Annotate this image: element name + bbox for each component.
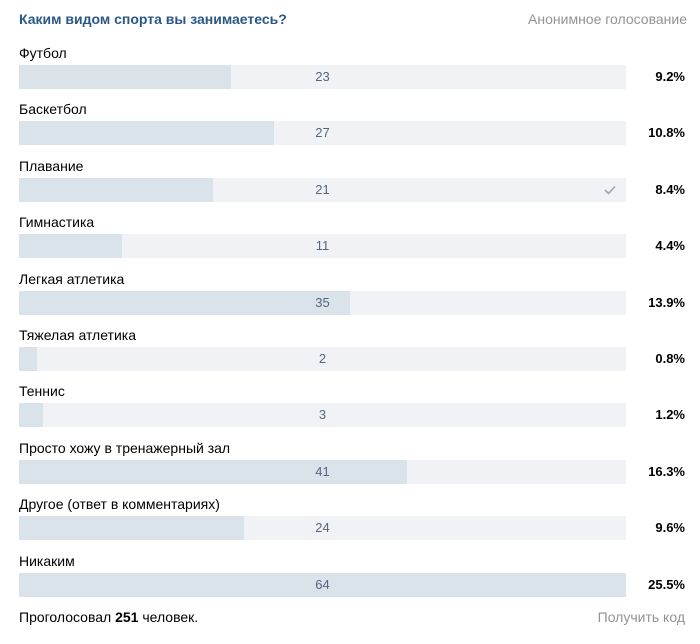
poll-option[interactable]: Футбол 23 9.2% — [19, 45, 687, 95]
poll-option-label: Тяжелая атлетика — [19, 327, 136, 343]
poll-option[interactable]: Гимнастика 11 4.4% — [19, 214, 687, 264]
poll-option-bar: 23 — [19, 65, 626, 89]
poll-option-bar-fill — [19, 291, 350, 315]
poll-option-percent: 16.3% — [648, 464, 685, 479]
poll-type-label: Анонимное голосование — [528, 11, 687, 27]
poll-option-bar-fill — [19, 178, 213, 202]
poll-option-bar-fill — [19, 403, 43, 427]
poll-option-percent: 10.8% — [648, 125, 685, 140]
poll-option-bar-fill — [19, 347, 37, 371]
poll-option-bar: 35 — [19, 291, 626, 315]
total-votes: Проголосовал 251 человек. — [19, 609, 198, 625]
poll-option-bar: 11 — [19, 234, 626, 258]
poll-option-count: 41 — [315, 464, 330, 479]
poll-option-bar: 2 — [19, 347, 626, 371]
poll-footer: Проголосовал 251 человек. Получить код — [19, 609, 687, 629]
poll-option[interactable]: Легкая атлетика 35 13.9% — [19, 271, 687, 321]
poll-option-bar-fill — [19, 234, 122, 258]
poll-option-bar: 3 — [19, 403, 626, 427]
poll-option-label: Футбол — [19, 45, 67, 61]
poll-option-percent: 8.4% — [655, 182, 685, 197]
poll-option-count: 11 — [315, 238, 330, 253]
poll-option-count: 21 — [315, 182, 330, 197]
poll-option-bar: 64 — [19, 573, 626, 597]
poll-option-percent: 13.9% — [648, 295, 685, 310]
poll-option-percent: 0.8% — [655, 351, 685, 366]
poll-option-count: 35 — [315, 295, 330, 310]
poll-title: Каким видом спорта вы занимаетесь? — [19, 11, 287, 27]
total-votes-suffix: человек. — [142, 609, 199, 625]
poll-option-percent: 4.4% — [655, 238, 685, 253]
total-votes-count: 251 — [115, 609, 139, 625]
poll-option-bar-fill — [19, 573, 626, 597]
poll-option[interactable]: Никаким 64 25.5% — [19, 553, 687, 603]
poll-option-count: 27 — [315, 125, 330, 140]
poll-option-label: Плавание — [19, 158, 84, 174]
poll-option-count: 23 — [315, 69, 330, 84]
total-votes-prefix: Проголосовал — [19, 609, 112, 625]
poll-option[interactable]: Баскетбол 27 10.8% — [19, 101, 687, 151]
poll-option-count: 2 — [318, 351, 327, 366]
check-icon — [604, 185, 616, 195]
poll-option-label: Баскетбол — [19, 101, 87, 117]
poll-option-percent: 9.6% — [655, 520, 685, 535]
poll-option-bar: 21 — [19, 178, 626, 202]
poll-option-label: Гимнастика — [19, 214, 95, 230]
poll-option-bar: 24 — [19, 516, 626, 540]
get-code-link[interactable]: Получить код — [597, 609, 685, 625]
poll-option-bar: 27 — [19, 121, 626, 145]
poll-option-bar-fill — [19, 516, 244, 540]
poll-option-count: 24 — [315, 520, 330, 535]
poll-option-count: 3 — [318, 407, 327, 422]
poll-option-percent: 25.5% — [648, 577, 685, 592]
poll-option[interactable]: Тяжелая атлетика 2 0.8% — [19, 327, 687, 377]
poll-option-bar: 41 — [19, 460, 626, 484]
poll-option-label: Никаким — [19, 553, 75, 569]
poll-option-count: 64 — [315, 577, 330, 592]
poll-option-label: Просто хожу в тренажерный зал — [19, 440, 231, 456]
poll-header: Каким видом спорта вы занимаетесь? Анони… — [19, 11, 687, 31]
poll-option[interactable]: Плавание 21 8.4% — [19, 158, 687, 208]
poll-option-bar-fill — [19, 121, 274, 145]
poll-option-percent: 9.2% — [655, 69, 685, 84]
poll-option-label: Легкая атлетика — [19, 271, 125, 287]
poll-option-label: Другое (ответ в комментариях) — [19, 496, 220, 512]
poll-option-bar-fill — [19, 65, 231, 89]
poll-option-label: Теннис — [19, 383, 65, 399]
poll-option[interactable]: Теннис 3 1.2% — [19, 383, 687, 433]
poll-option[interactable]: Просто хожу в тренажерный зал 41 16.3% — [19, 440, 687, 490]
poll-option[interactable]: Другое (ответ в комментариях) 24 9.6% — [19, 496, 687, 546]
poll-option-percent: 1.2% — [655, 407, 685, 422]
poll-option-bar-fill — [19, 460, 407, 484]
